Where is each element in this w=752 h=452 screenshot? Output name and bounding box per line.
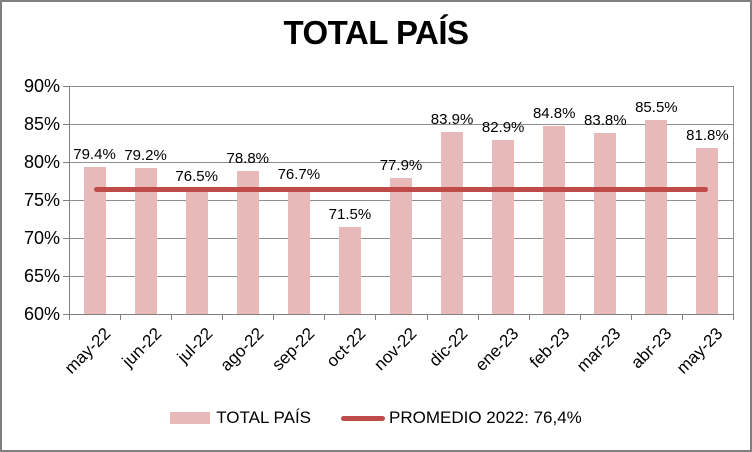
x-tick-mark bbox=[324, 314, 326, 320]
bar-sep-22 bbox=[287, 187, 310, 314]
plot-right-border bbox=[733, 86, 734, 314]
bar-value-label: 85.5% bbox=[635, 99, 678, 117]
x-tick-mark bbox=[273, 314, 275, 320]
x-tick-mark bbox=[528, 314, 530, 320]
y-tick-mark bbox=[63, 86, 69, 87]
bar-may-23 bbox=[696, 148, 719, 314]
bar-value-label: 78.8% bbox=[226, 150, 270, 168]
bar-value-label: 71.5% bbox=[328, 205, 372, 223]
bar-dic-22 bbox=[441, 132, 464, 314]
y-axis-label: 70% bbox=[23, 228, 60, 248]
bar-value-label: 83.9% bbox=[430, 111, 474, 129]
bar-value-label: 76.5% bbox=[175, 167, 218, 185]
bar-value-label: 83.8% bbox=[584, 112, 627, 130]
y-axis-label: 60% bbox=[23, 304, 60, 324]
x-axis-line bbox=[69, 314, 734, 315]
bar-value-label: 79.4% bbox=[73, 145, 116, 163]
x-tick-mark bbox=[171, 314, 173, 320]
bar-value-label: 81.8% bbox=[686, 127, 729, 145]
x-tick-mark bbox=[69, 314, 70, 320]
bar-value-label: 79.2% bbox=[124, 147, 167, 165]
y-tick-mark bbox=[63, 124, 69, 125]
x-tick-mark bbox=[579, 314, 581, 320]
y-tick-mark bbox=[63, 200, 69, 201]
bar-value-label: 77.9% bbox=[379, 156, 423, 174]
x-tick-mark bbox=[426, 314, 428, 320]
y-axis-label: 75% bbox=[23, 190, 60, 210]
bar-ago-22 bbox=[236, 171, 259, 314]
x-tick-mark bbox=[681, 314, 683, 320]
reference-line-promedio bbox=[93, 187, 709, 193]
y-axis-label: 65% bbox=[23, 266, 60, 286]
bar-value-label: 76.7% bbox=[277, 166, 321, 184]
bar-value-label: 82.9% bbox=[481, 118, 525, 136]
bar-mar-23 bbox=[594, 133, 617, 314]
x-tick-mark bbox=[477, 314, 479, 320]
y-tick-mark bbox=[63, 276, 69, 277]
x-tick-mark bbox=[375, 314, 377, 320]
bar-jul-22 bbox=[185, 188, 208, 314]
bar-may-22 bbox=[83, 166, 106, 314]
gridline-80 bbox=[69, 162, 733, 163]
y-tick-mark bbox=[63, 238, 69, 239]
legend-bar-label: TOTAL PAÍS bbox=[216, 408, 312, 427]
legend-line-swatch bbox=[341, 415, 386, 421]
x-tick-mark bbox=[733, 314, 734, 320]
bar-jun-22 bbox=[134, 168, 157, 314]
gridline-90 bbox=[69, 86, 733, 87]
y-tick-mark bbox=[63, 162, 69, 163]
bar-feb-23 bbox=[543, 125, 566, 314]
bar-ene-23 bbox=[492, 139, 515, 314]
gridline-85 bbox=[69, 124, 733, 125]
bar-abr-23 bbox=[645, 120, 668, 314]
legend: TOTAL PAÍS PROMEDIO 2022: 76,4% bbox=[2, 408, 750, 428]
x-tick-mark bbox=[120, 314, 122, 320]
bar-nov-22 bbox=[390, 177, 412, 314]
chart-title: TOTAL PAÍS bbox=[283, 14, 469, 51]
bar-value-label: 84.8% bbox=[532, 104, 576, 122]
x-tick-mark bbox=[630, 314, 632, 320]
legend-bar-swatch bbox=[170, 412, 211, 424]
bar-oct-22 bbox=[338, 226, 361, 314]
y-axis-label: 90% bbox=[23, 76, 60, 96]
y-axis-label: 80% bbox=[23, 152, 60, 172]
y-axis-label: 85% bbox=[23, 114, 60, 134]
y-tick-mark bbox=[63, 314, 69, 315]
x-tick-mark bbox=[222, 314, 224, 320]
y-axis-line bbox=[69, 86, 70, 314]
legend-line-label: PROMEDIO 2022: 76,4% bbox=[389, 408, 582, 427]
